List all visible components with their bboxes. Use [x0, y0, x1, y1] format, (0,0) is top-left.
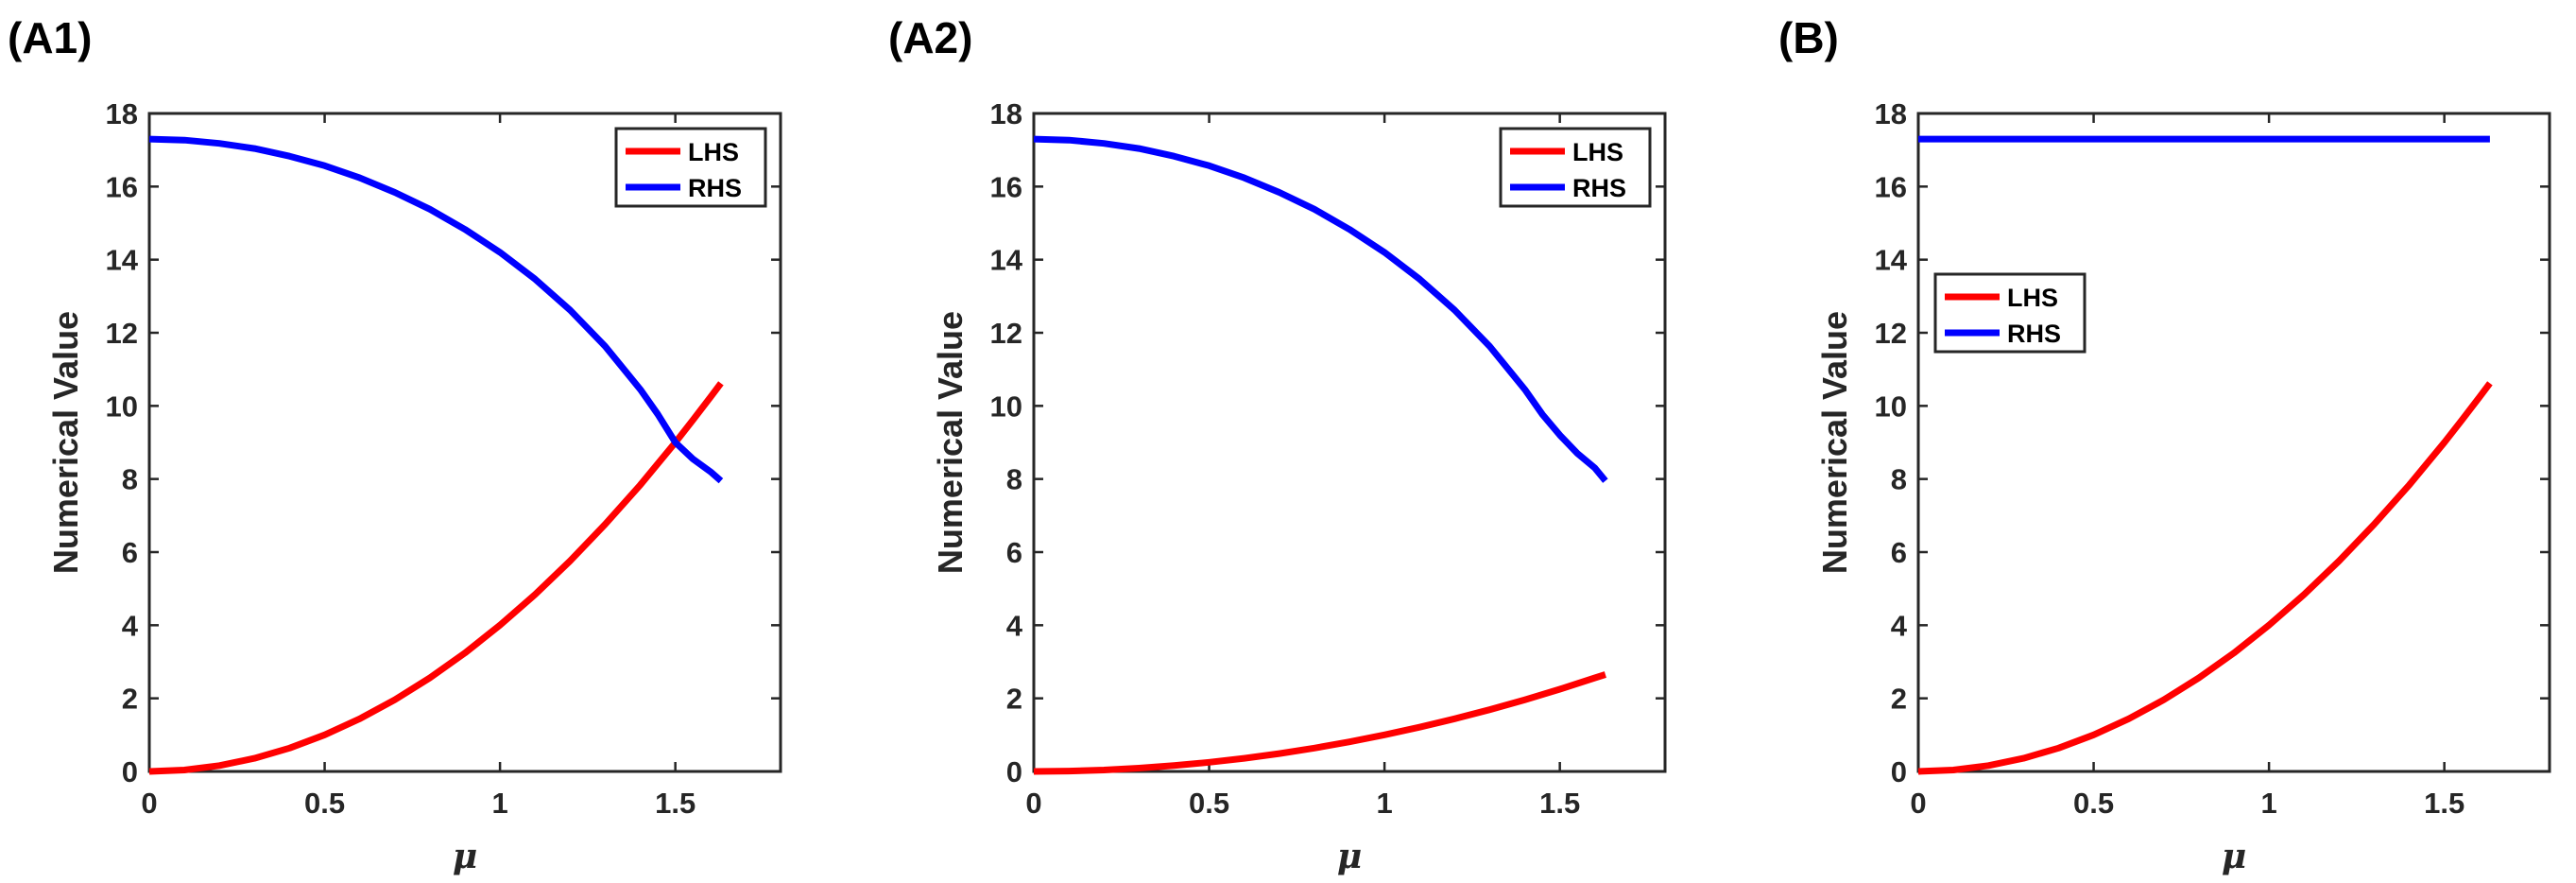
y-tick-label: 6 — [1006, 536, 1022, 569]
y-tick-label: 6 — [1891, 536, 1907, 569]
x-tick-label: 0 — [1025, 787, 1041, 820]
x-tick-label: 0.5 — [304, 787, 345, 820]
legend: LHS RHS — [1499, 127, 1652, 208]
series-line-rhs — [148, 135, 724, 484]
y-tick-label: 10 — [990, 390, 1022, 423]
y-tick-label: 0 — [1891, 755, 1907, 788]
y-tick-label: 4 — [122, 609, 139, 642]
legend-label: LHS — [1572, 138, 1623, 166]
x-tick-label: 0.5 — [2073, 787, 2114, 820]
y-tick-label: 8 — [1891, 463, 1907, 496]
x-axis-label: μ — [2222, 837, 2246, 876]
axes-box — [147, 112, 782, 773]
x-tick-label: 0.5 — [1189, 787, 1229, 820]
y-tick-label: 14 — [106, 244, 139, 277]
series-line-lhs — [1917, 381, 2493, 775]
series-line-lhs — [1033, 671, 1606, 775]
x-tick-label: 1.5 — [655, 787, 696, 820]
x-axis-label: μ — [1337, 837, 1362, 876]
panel-label: (B) — [1778, 13, 1839, 62]
axes-box — [1916, 112, 2551, 773]
y-tick-label: 18 — [990, 97, 1022, 130]
x-tick-label: 1 — [1376, 787, 1392, 820]
y-axis-label: Numerical Value — [931, 311, 970, 574]
x-tick-label: 0 — [141, 787, 157, 820]
y-tick-label: 18 — [1875, 97, 1907, 130]
x-tick-label: 1.5 — [2424, 787, 2464, 820]
y-tick-label: 16 — [106, 170, 138, 203]
legend-label: RHS — [2007, 320, 2061, 348]
y-tick-label: 2 — [1006, 683, 1022, 716]
panel-label: (A1) — [8, 13, 92, 62]
chart-panel-2: (A2) 0 0.5 1 1.5 0 2 4 6 8 10 12 14 16 18 μ Numerical Va… — [888, 13, 1667, 876]
y-tick-label: 0 — [122, 755, 138, 788]
y-tick-label: 8 — [122, 463, 138, 496]
y-tick-label: 6 — [122, 536, 138, 569]
legend-label: LHS — [688, 138, 739, 166]
legend-label: LHS — [2007, 284, 2058, 312]
y-tick-label: 16 — [990, 170, 1022, 203]
legend-box — [1933, 272, 2087, 354]
legend-label: RHS — [688, 174, 742, 202]
y-tick-label: 12 — [106, 317, 138, 350]
legend: LHS RHS — [614, 127, 767, 208]
x-axis-label: μ — [453, 837, 477, 876]
y-tick-label: 16 — [1875, 170, 1907, 203]
chart-panel-1: (A1) 0 0.5 1 1.5 0 2 4 6 8 10 12 14 16 18 μ Numerical Va… — [8, 13, 782, 876]
panel-label: (A2) — [888, 13, 972, 62]
y-axis-label: Numerical Value — [1815, 311, 1854, 574]
y-tick-label: 10 — [1875, 390, 1907, 423]
y-tick-label: 14 — [1875, 244, 1908, 277]
y-tick-label: 2 — [122, 683, 138, 716]
y-tick-label: 12 — [990, 317, 1022, 350]
y-tick-label: 8 — [1006, 463, 1022, 496]
y-tick-label: 4 — [1006, 609, 1023, 642]
y-tick-label: 14 — [990, 244, 1023, 277]
x-tick-label: 1 — [2260, 787, 2276, 820]
x-tick-label: 0 — [1910, 787, 1926, 820]
y-tick-label: 12 — [1875, 317, 1907, 350]
y-tick-label: 10 — [106, 390, 138, 423]
x-tick-label: 1.5 — [1539, 787, 1580, 820]
x-tick-label: 1 — [491, 787, 507, 820]
y-axis-label: Numerical Value — [46, 311, 85, 574]
y-tick-label: 2 — [1891, 683, 1907, 716]
legend-box — [1499, 127, 1652, 208]
series-line-rhs — [1033, 135, 1608, 483]
chart-panel-3: (B) 0 0.5 1 1.5 0 2 4 6 8 10 12 14 16 18 μ Numerical Val… — [1778, 13, 2551, 876]
legend-box — [614, 127, 767, 208]
y-tick-label: 18 — [106, 97, 138, 130]
legend: LHS RHS — [1933, 272, 2087, 354]
y-tick-label: 0 — [1006, 755, 1022, 788]
y-tick-label: 4 — [1891, 609, 1908, 642]
legend-label: RHS — [1572, 174, 1626, 202]
axes-box — [1032, 112, 1667, 773]
